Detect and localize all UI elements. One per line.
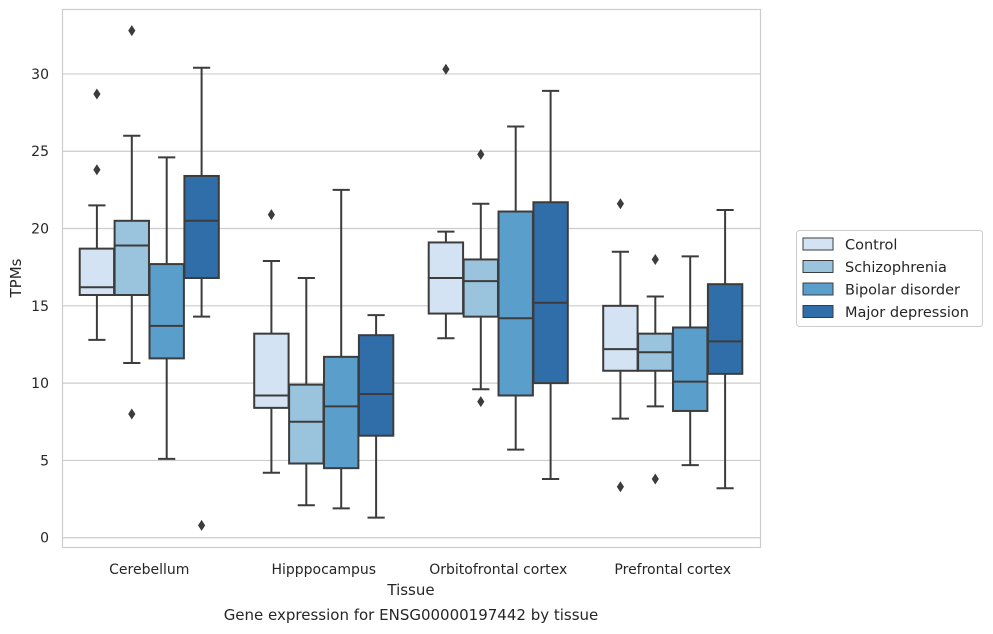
- box-iqr: [183, 174, 220, 279]
- box-iqr: [253, 332, 290, 409]
- legend-label: Control: [845, 238, 897, 254]
- plot-area: [78, 25, 744, 531]
- box-bipolar-disorder: [497, 125, 534, 451]
- outlier-point: [442, 63, 450, 75]
- plot-frame: [61, 8, 762, 549]
- x-tick-label: Hipppocampus: [271, 562, 376, 578]
- box-iqr: [497, 210, 534, 397]
- y-tick-label: 10: [31, 376, 49, 392]
- box-control: [602, 198, 639, 493]
- x-axis-label: Tissue: [386, 581, 434, 599]
- y-tick-label: 30: [31, 67, 49, 83]
- box-major-depression: [532, 89, 569, 480]
- outlier-point: [616, 481, 624, 493]
- box-iqr: [532, 201, 569, 385]
- box-iqr: [602, 304, 639, 372]
- y-tick-label: 5: [40, 453, 49, 469]
- outlier-point: [477, 148, 485, 160]
- legend: Control Schizophrenia Bipolar disorder Majo…: [796, 230, 983, 327]
- y-tick-label: 25: [31, 144, 49, 160]
- legend-swatch: [802, 260, 834, 273]
- x-tick-label: Cerebellum: [109, 562, 189, 578]
- y-axis-label: TPMs: [7, 258, 25, 298]
- box-control: [253, 209, 290, 474]
- outlier-point: [651, 473, 659, 485]
- figure-caption: Gene expression for ENSG00000197442 by t…: [223, 606, 599, 624]
- box-schizophrenia: [288, 277, 325, 507]
- y-tick-label: 20: [31, 222, 49, 238]
- box-iqr: [148, 263, 185, 360]
- box-iqr: [462, 258, 499, 318]
- box-iqr: [706, 283, 744, 375]
- outlier-point: [267, 209, 275, 221]
- box-control: [78, 88, 116, 341]
- box-bipolar-disorder: [323, 188, 360, 510]
- box-iqr: [323, 355, 360, 470]
- legend-label: Schizophrenia: [845, 260, 947, 276]
- outlier-point: [128, 25, 136, 37]
- outlier-point: [651, 253, 659, 265]
- box-major-depression: [183, 66, 220, 531]
- outlier-point: [128, 408, 136, 420]
- legend-label: Major depression: [845, 305, 969, 321]
- legend-label: Bipolar disorder: [845, 283, 960, 299]
- y-tick-label: 15: [31, 299, 49, 315]
- x-tick-label: Orbitofrontal cortex: [429, 562, 567, 578]
- legend-swatch: [802, 305, 834, 318]
- box-schizophrenia: [637, 253, 674, 485]
- box-bipolar-disorder: [148, 156, 185, 460]
- box-iqr: [357, 334, 395, 437]
- box-iqr: [288, 383, 325, 465]
- outlier-point: [616, 198, 624, 210]
- box-iqr: [672, 326, 709, 412]
- outlier-point: [477, 396, 485, 408]
- box-iqr: [113, 219, 150, 297]
- box-schizophrenia: [113, 25, 150, 420]
- legend-swatch: [802, 237, 834, 251]
- x-tick-label: Prefrontal cortex: [614, 562, 731, 578]
- legend-frame: [796, 230, 983, 327]
- outlier-point: [93, 164, 101, 176]
- box-schizophrenia: [462, 148, 499, 408]
- box-control: [427, 63, 465, 340]
- outlier-point: [93, 88, 101, 100]
- y-tick-label: 0: [40, 531, 49, 547]
- outlier-point: [198, 519, 206, 531]
- legend-swatch: [802, 282, 834, 296]
- axes: 0 5 10 15 20 25 30 Cerebellum Hipppocampus Orbito…: [31, 67, 731, 578]
- box-major-depression: [706, 208, 744, 490]
- box-major-depression: [357, 314, 395, 519]
- box-bipolar-disorder: [672, 255, 709, 467]
